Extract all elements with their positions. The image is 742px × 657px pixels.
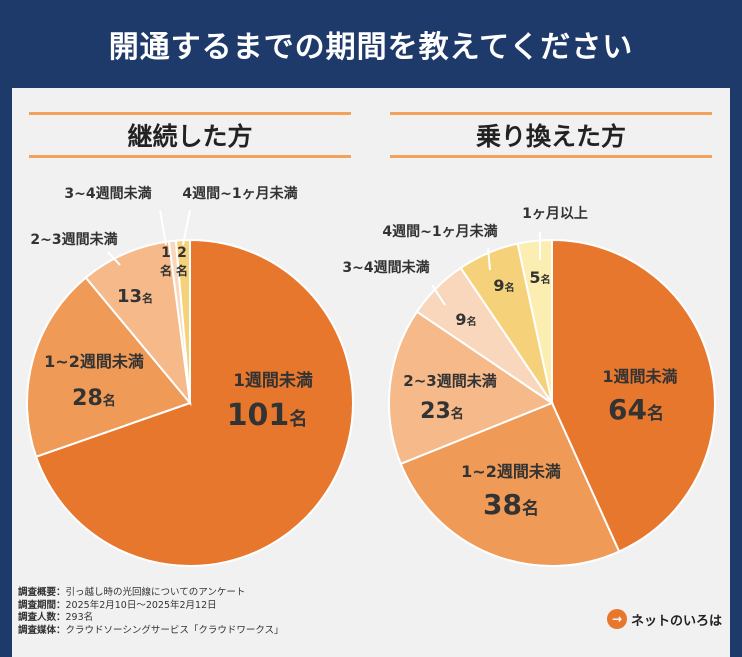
survey-overview-label: 調査概要：	[18, 587, 66, 598]
slice-unit: 名	[103, 393, 116, 409]
slice-label: 1~2週間未満	[44, 352, 144, 371]
slice-unit: 名	[467, 315, 477, 328]
leader-line	[431, 284, 446, 306]
page-title: 開通するまでの期間を教えてください	[108, 30, 634, 65]
survey-media-label: 調査媒体：	[18, 624, 66, 636]
brand-logo-icon: →	[607, 609, 627, 629]
leader-line	[107, 251, 121, 266]
slice-unit: 名	[142, 291, 153, 305]
survey-period-row: 調査期間：2025年2月10日〜2025年2月12日	[18, 600, 284, 613]
survey-people-row: 調査人数：293名	[18, 612, 284, 625]
slice-value: 13名	[117, 286, 153, 307]
switched-section-title: 乗り換えた方	[390, 112, 712, 158]
brand-logo-text: ネットのいろは	[631, 613, 723, 629]
brand-logo: → ネットのいろは	[607, 609, 722, 629]
slice-label: 1週間未満	[602, 367, 677, 386]
pie-slice	[84, 240, 192, 407]
slice-label: 3~4週間未満	[342, 259, 429, 276]
slice-label: 3~4週間未満	[64, 185, 151, 202]
slice-value: 1	[161, 245, 171, 261]
slice-unit: 名	[541, 273, 551, 286]
pie-slice	[174, 238, 191, 404]
leader-line	[159, 209, 167, 246]
survey-media-row: 調査媒体：クラウドソーシングサービス「クラウドワークス」	[18, 625, 284, 638]
slice-unit: 名	[451, 406, 464, 422]
survey-info: 調査概要：引っ越し時の光回線についてのアンケート 調査期間：2025年2月10日…	[18, 587, 284, 637]
pie-slice	[516, 238, 553, 404]
survey-overview: 引っ越し時の光回線についてのアンケート	[65, 587, 246, 598]
slice-unit: 名	[289, 408, 307, 430]
slice-label: 1ヶ月以上	[522, 206, 588, 222]
pie-slice	[34, 238, 354, 567]
survey-people-label: 調査人数：	[18, 612, 66, 623]
slice-label: 4週間~1ヶ月未満	[382, 223, 497, 240]
survey-period: 2025年2月10日〜2025年2月12日	[65, 599, 217, 611]
slice-label: 2~3週間未満	[30, 231, 117, 248]
slice-unit: 名	[505, 281, 515, 294]
slice-unit: 名	[647, 403, 664, 424]
slice-label: 1~2週間未満	[461, 462, 561, 481]
pie-slice	[551, 238, 716, 553]
survey-people: 293名	[65, 612, 94, 623]
continued-section-title: 継続した方	[29, 112, 351, 158]
pie-slice	[399, 401, 621, 567]
slice-value: 2	[177, 245, 187, 261]
pie-slice	[388, 310, 555, 466]
leader-line	[487, 247, 491, 271]
survey-media: クラウドソーシングサービス「クラウドワークス」	[65, 624, 284, 636]
slice-unit: 名	[176, 263, 188, 278]
slice-label: 4週間~1ヶ月未満	[182, 185, 297, 202]
slice-label: 2~3週間未満	[403, 372, 496, 390]
slice-unit: 名	[522, 498, 539, 519]
header-banner	[0, 0, 742, 88]
slice-unit: 名	[160, 263, 172, 278]
slice-label: 1週間未満	[233, 370, 313, 391]
leader-line	[182, 209, 191, 246]
slice-value: 38名	[483, 488, 539, 521]
survey-period-label: 調査期間：	[18, 599, 66, 611]
survey-overview-row: 調査概要：引っ越し時の光回線についてのアンケート	[18, 587, 284, 600]
pie-slice	[26, 276, 192, 458]
